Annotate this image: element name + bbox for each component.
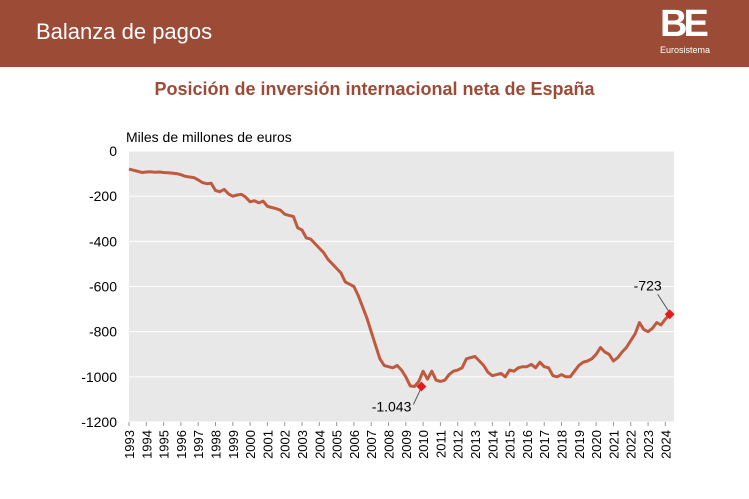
x-tick-label: 2002 (278, 430, 293, 459)
annotation-marker (664, 309, 675, 320)
x-tick-label: 2007 (364, 430, 379, 459)
y-axis-ticks: 0 -200 -400 -600 -800 -1000 -1200 (81, 143, 117, 430)
x-tick-label: 2004 (312, 430, 327, 459)
y-tick-label: -400 (89, 233, 117, 249)
x-tick-label: 2001 (260, 430, 275, 459)
annotation-label: -1.043 (372, 399, 412, 415)
x-tick-label: 1995 (157, 430, 172, 459)
annotations: -1.043 -723 (372, 277, 675, 415)
x-tick-label: 2017 (537, 430, 552, 459)
x-tick-label: 2013 (468, 430, 483, 459)
y-axis-label: Miles de millones de euros (126, 129, 292, 145)
x-tick-label: 2016 (520, 430, 535, 459)
y-tick-label: -200 (89, 188, 117, 204)
annotation-leader (657, 294, 670, 312)
x-tick-label: 2011 (433, 430, 448, 458)
x-tick-label: 2000 (243, 430, 258, 459)
x-tick-label: 2023 (641, 430, 656, 459)
annotation-leader (412, 389, 421, 405)
x-tick-label: 1996 (174, 430, 189, 459)
x-tick-label: 2024 (658, 430, 673, 459)
y-tick-label: -1000 (81, 369, 117, 385)
annotation-label: -723 (634, 277, 662, 293)
header-title: Balanza de pagos (36, 19, 213, 44)
logo-mark: BE (660, 3, 709, 45)
x-tick-label: 2008 (382, 430, 397, 459)
y-tick-label: -600 (89, 279, 117, 295)
logo-subtitle: Eurosistema (660, 45, 711, 55)
x-tick-label: 1994 (139, 430, 154, 459)
x-tick-label: 2010 (416, 430, 431, 459)
x-tick-label: 2005 (330, 430, 345, 459)
x-tick-label: 2012 (451, 430, 466, 459)
x-tick-label: 2003 (295, 430, 310, 459)
x-tick-label: 2015 (503, 430, 518, 459)
x-tick-label: 2014 (485, 430, 500, 459)
gridlines (129, 150, 674, 423)
annotation-marker (416, 381, 427, 392)
banco-espana-logo: BE Eurosistema (660, 3, 720, 58)
header-bar: Balanza de pagos BE Eurosistema (0, 0, 749, 67)
chart-title: Posición de inversión internacional neta… (154, 79, 595, 99)
y-tick-label: -1200 (81, 414, 117, 430)
x-tick-label: 2018 (555, 430, 570, 459)
x-tick-label: 2019 (572, 430, 587, 459)
series-line (128, 167, 671, 388)
x-tick-label: 1998 (209, 430, 224, 459)
x-tick-label: 2021 (606, 430, 621, 459)
x-tick-label: 2009 (399, 430, 414, 459)
x-tick-label: 2006 (347, 430, 362, 459)
x-tick-label: 1993 (122, 430, 137, 459)
x-tick-label: 1997 (191, 430, 206, 459)
x-axis-ticks: 1993 1994 1995 1996 1997 1998 1999 2000 2001 2002… (122, 422, 673, 459)
x-tick-label: 2020 (589, 430, 604, 459)
x-tick-label: 1999 (226, 430, 241, 459)
y-tick-label: 0 (109, 143, 117, 159)
y-tick-label: -800 (89, 324, 117, 340)
x-tick-label: 2022 (624, 430, 639, 459)
